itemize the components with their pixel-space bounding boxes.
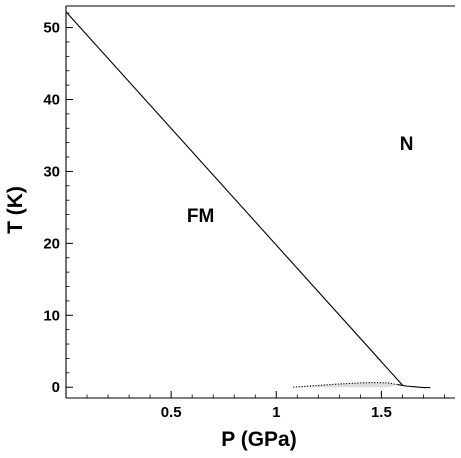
region-label-fm: FM (187, 206, 214, 227)
y-tick-label: 40 (43, 92, 60, 109)
x-tick-label: 1.5 (371, 404, 392, 421)
region-label-n: N (400, 134, 414, 155)
y-tick-label: 50 (43, 20, 60, 37)
y-tick-label: 0 (52, 379, 60, 396)
shaded-region (293, 382, 399, 388)
y-axis-label: T (K) (4, 186, 27, 234)
x-tick-label: 0.5 (161, 404, 182, 421)
labels-layer: P (GPa) T (K) (4, 186, 297, 451)
plot-layer (65, 11, 431, 389)
y-tick-label: 30 (43, 163, 60, 180)
y-tick-label: 10 (43, 307, 60, 324)
series-line-2 (293, 381, 399, 388)
y-tick-label: 20 (43, 235, 60, 252)
series-line-1 (65, 11, 403, 386)
axes-layer: 0 10 20 30 40 50 0.5 1 1.5 N FM (43, 5, 455, 421)
series-line-3 (397, 384, 431, 389)
x-axis-label: P (GPa) (221, 428, 296, 451)
x-tick-label: 1 (272, 404, 280, 421)
